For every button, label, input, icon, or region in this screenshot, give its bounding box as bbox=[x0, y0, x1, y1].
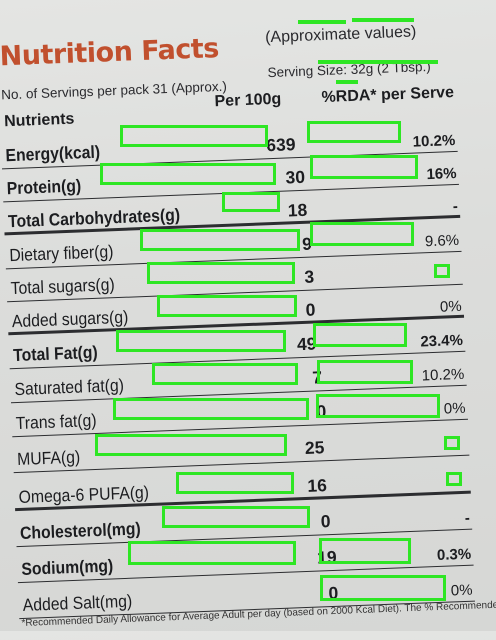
highlight-box bbox=[147, 262, 295, 284]
nutrient-name: Protein(g) bbox=[6, 175, 82, 199]
highlight-box bbox=[120, 125, 268, 147]
nutrient-rda: 10.2% bbox=[421, 365, 465, 385]
highlight-box bbox=[444, 436, 460, 450]
highlight-box bbox=[313, 323, 407, 347]
nutrient-table: Energy(kcal) 639 10.2% Protein(g) 30 16% Total… bbox=[0, 0, 484, 620]
nutrient-name: Added Salt(mg) bbox=[22, 590, 133, 615]
highlight-box bbox=[113, 398, 309, 420]
highlight-box bbox=[310, 222, 414, 246]
highlight-box bbox=[100, 163, 276, 185]
servings-per-pack: No. of Servings per pack 31 (Approx.) bbox=[0, 78, 228, 103]
nutrient-name: Trans fat(g) bbox=[15, 409, 97, 434]
highlight-mark bbox=[318, 60, 438, 64]
highlight-box bbox=[157, 295, 297, 317]
highlight-box bbox=[319, 538, 411, 564]
nutrient-rda: 0.3% bbox=[436, 545, 472, 564]
nutrient-rda: 9.6% bbox=[424, 231, 460, 251]
nutrient-rda: 23.4% bbox=[420, 331, 464, 351]
highlight-box bbox=[152, 363, 298, 385]
highlight-box bbox=[316, 394, 440, 418]
highlight-mark bbox=[352, 18, 414, 22]
nutrient-name: Saturated fat(g) bbox=[14, 374, 125, 400]
nutrient-name: Total Fat(g) bbox=[12, 341, 99, 366]
highlight-box bbox=[128, 541, 296, 565]
nutrient-value-per-100g: 18 bbox=[287, 199, 308, 221]
nutrient-rda: 0% bbox=[443, 399, 466, 418]
highlight-box bbox=[320, 575, 446, 601]
nutrient-name: Cholesterol(mg) bbox=[19, 518, 142, 543]
nutrition-facts-title: Nutrition Facts bbox=[0, 33, 220, 73]
highlight-mark bbox=[336, 80, 358, 84]
highlight-box bbox=[222, 192, 280, 212]
nutrient-name: MUFA(g) bbox=[16, 446, 81, 470]
nutrient-rda: - bbox=[452, 197, 459, 216]
highlight-mark bbox=[298, 20, 346, 24]
highlight-box bbox=[140, 229, 300, 251]
nutrient-value-per-100g: 25 bbox=[304, 437, 325, 458]
highlight-box bbox=[434, 264, 450, 278]
highlight-box bbox=[310, 155, 418, 179]
highlight-box bbox=[307, 121, 401, 143]
nutrient-rda: 0% bbox=[450, 581, 473, 600]
nutrient-value-per-100g: 0 bbox=[305, 299, 316, 320]
nutrient-rda: 16% bbox=[426, 164, 457, 184]
highlight-box bbox=[176, 472, 294, 494]
highlight-box bbox=[95, 434, 287, 456]
highlight-box bbox=[116, 330, 286, 352]
highlight-box bbox=[446, 472, 462, 486]
nutrient-value-per-100g: 30 bbox=[285, 166, 306, 188]
nutrient-value-per-100g: 16 bbox=[307, 475, 328, 496]
nutrient-value-per-100g: 0 bbox=[320, 511, 331, 532]
nutrient-rda: 10.2% bbox=[412, 131, 456, 151]
approximate-values-note: (Approximate values) bbox=[264, 23, 417, 47]
highlight-box bbox=[317, 360, 413, 384]
column-header-per-100g: Per 100g bbox=[214, 90, 282, 111]
highlight-box bbox=[162, 506, 310, 528]
column-header-nutrients: Nutrients bbox=[3, 110, 75, 131]
nutrient-value-per-100g: 639 bbox=[265, 134, 296, 156]
nutrient-rda: 0% bbox=[439, 297, 462, 316]
nutrient-name: Sodium(mg) bbox=[21, 555, 114, 579]
column-header-rda: %RDA* per Serve bbox=[321, 84, 455, 107]
nutrient-value-per-100g: 3 bbox=[304, 266, 315, 287]
nutrient-rda: - bbox=[464, 509, 471, 527]
